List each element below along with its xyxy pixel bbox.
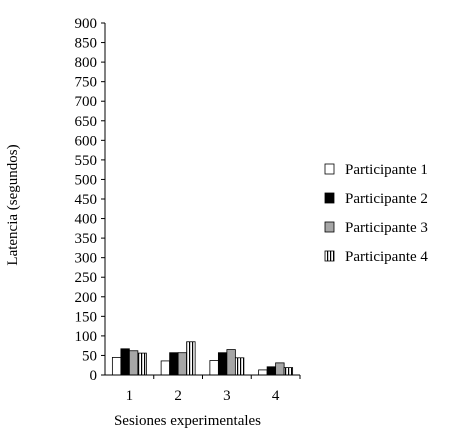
x-tick-label: 3 [223,388,231,404]
bar-participante-3-session-4 [275,362,285,376]
x-tick-label: 4 [272,388,280,404]
y-tick-label: 450 [75,192,98,208]
y-tick-label: 100 [75,329,98,345]
legend-swatch [324,221,335,233]
y-tick-label: 150 [75,309,98,325]
y-tick-label: 300 [75,251,98,267]
y-tick-label: 350 [75,231,98,247]
bar-participante-3-session-3 [226,349,236,376]
x-axis-title: Sesiones experimentales [114,413,261,429]
y-tick-label: 250 [75,270,98,286]
legend-label: Participante 3 [345,220,428,236]
y-tick-label: 200 [75,290,98,306]
x-axis-ticks: 1 2 3 4 [126,375,301,404]
legend-label: Participante 4 [345,249,428,265]
bar-participante-1-session-2 [160,360,171,376]
y-tick-label: 50 [82,348,97,364]
x-tick-label: 2 [174,388,182,404]
y-axis-title: Latencia (segundos) [5,144,21,265]
bar-participante-4-session-3 [234,357,245,376]
bar-participante-4-session-4 [283,367,294,376]
y-tick-label: 850 [75,36,98,52]
bar-participante-1-session-4 [258,369,268,376]
legend: Participante 1 Participante 2 Participante… [324,162,428,265]
bar-participante-3-session-1 [128,350,139,376]
x-tick-label: 1 [126,388,134,404]
bar-participante-2-session-1 [120,348,130,376]
y-tick-label: 600 [75,133,98,149]
y-tick-label: 700 [75,94,98,110]
bar-participante-4-session-1 [137,352,147,376]
bar-participante-4-session-2 [186,341,196,376]
bar-participante-3-session-2 [177,352,188,376]
legend-swatch [324,192,335,204]
bars [111,341,294,376]
y-tick-label: 550 [75,153,98,169]
bar-participante-2-session-4 [266,366,277,376]
bar-participante-2-session-3 [217,352,228,376]
legend-swatch [324,163,335,175]
y-tick-label: 900 [75,16,98,32]
bar-participante-2-session-2 [169,352,179,376]
y-tick-label: 400 [75,212,98,228]
y-axis-ticks: 0 50 100 150 200 250 300 350 400 450 500 550 600 650 7… [75,16,105,384]
legend-label: Participante 2 [345,191,428,207]
legend-label: Participante 1 [345,162,428,178]
legend-swatch [324,250,335,262]
y-tick-label: 750 [75,75,98,91]
bar-participante-1-session-3 [209,360,219,376]
y-tick-label: 500 [75,172,98,188]
y-tick-label: 650 [75,114,98,130]
bar-participante-1-session-1 [111,356,122,376]
y-tick-label: 800 [75,55,98,71]
y-tick-label: 0 [90,368,98,384]
